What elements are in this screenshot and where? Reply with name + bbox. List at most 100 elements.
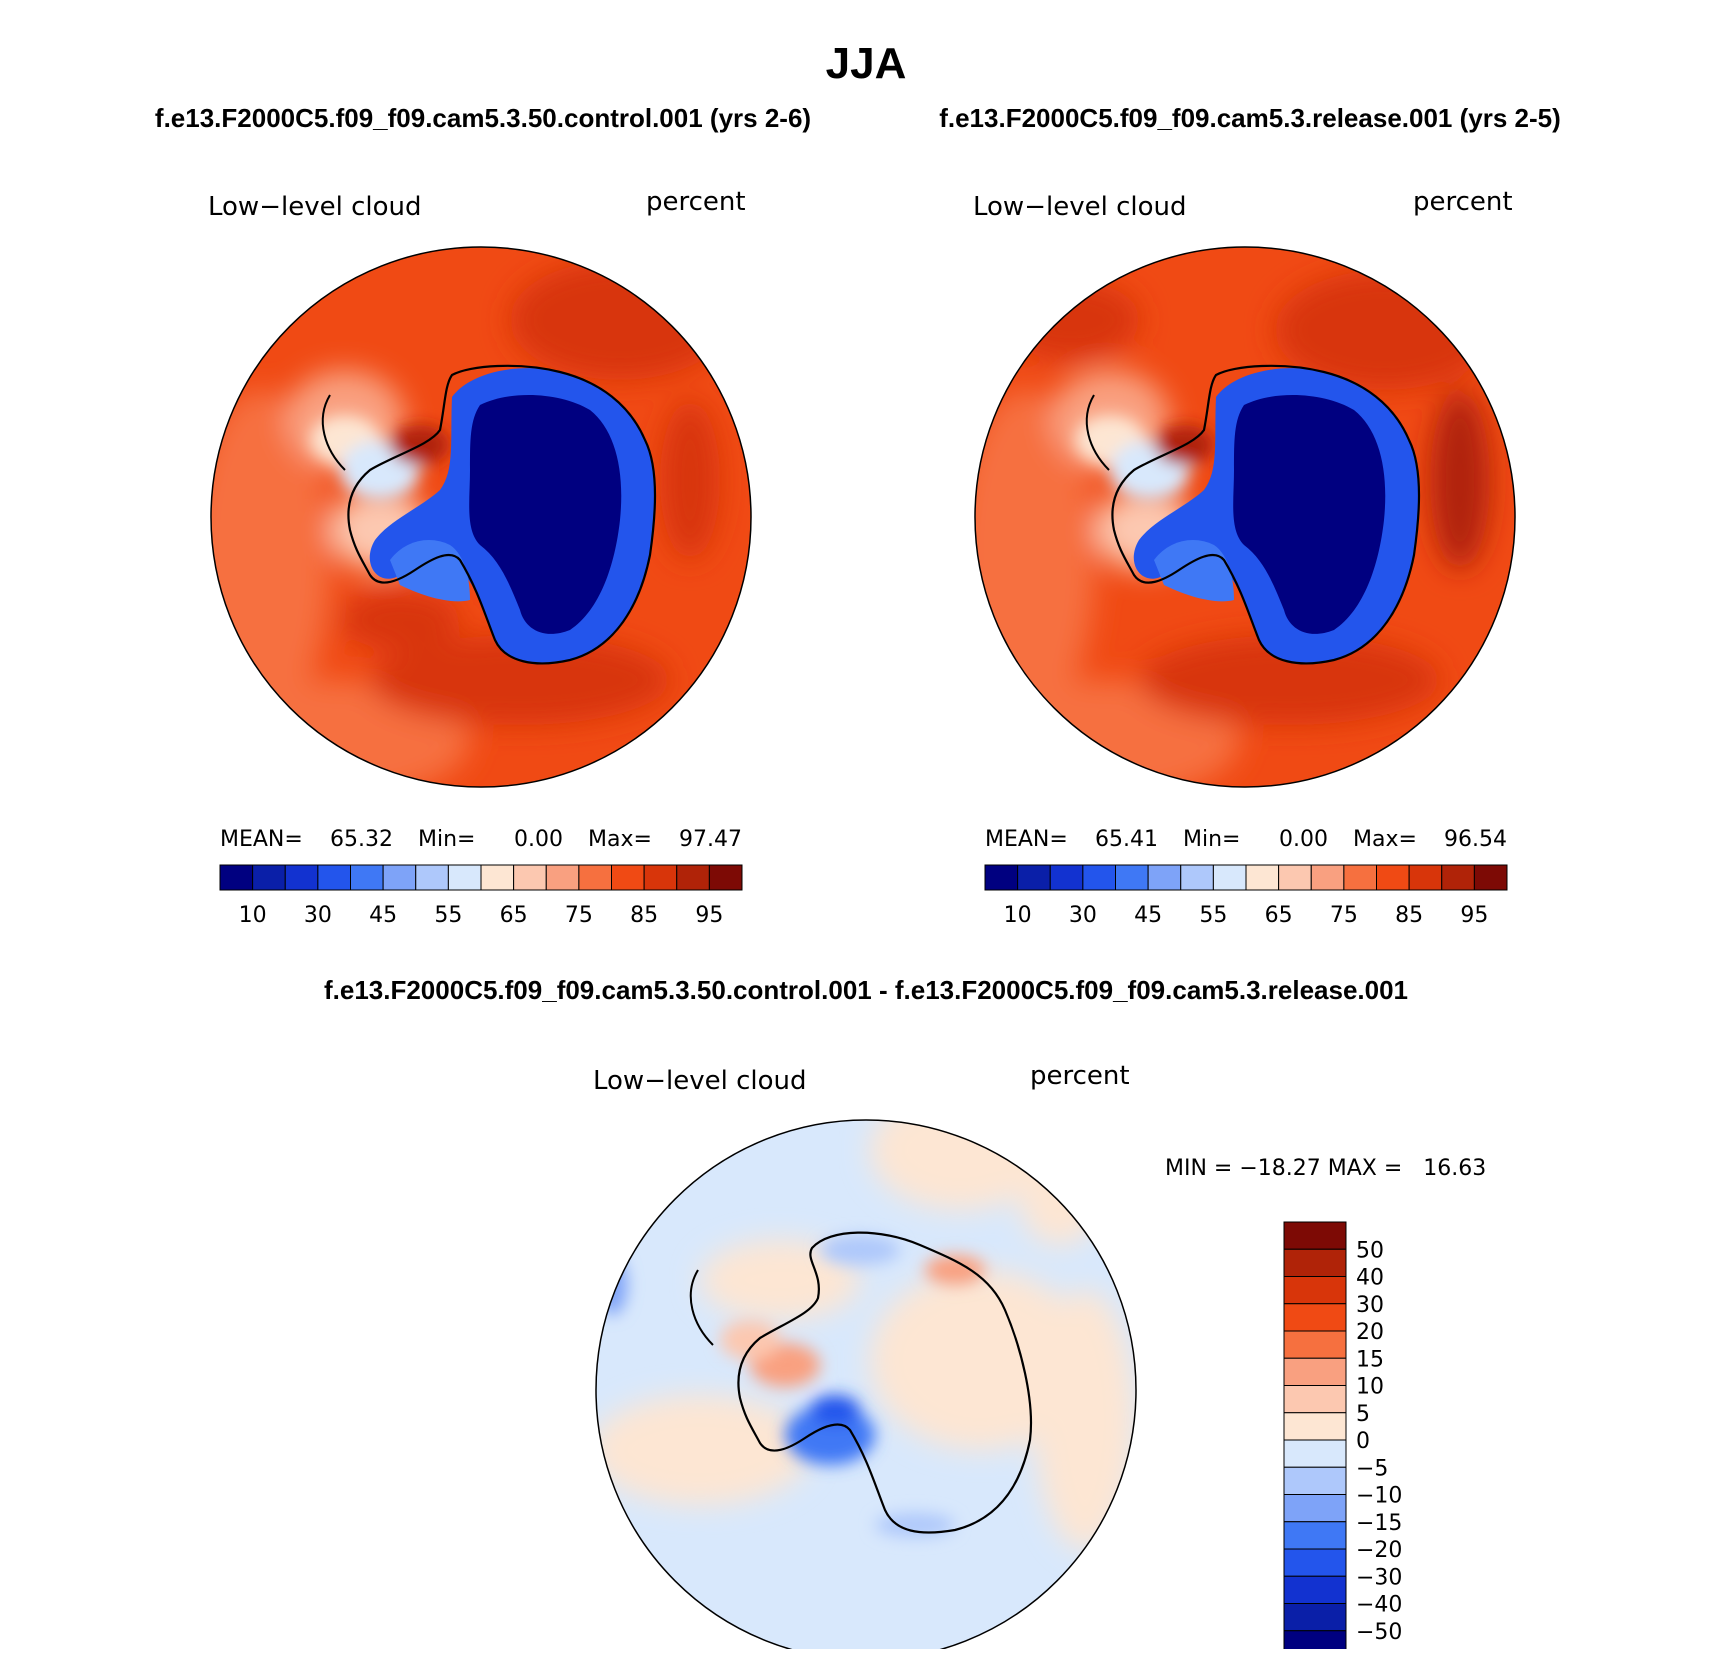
colorbar-release: 10 30 45 55 65 75 85 95 xyxy=(984,864,1508,928)
panel-control: f.e13.F2000C5.f09_f09.cam5.3.50.control.… xyxy=(155,103,811,928)
panel-difference: f.e13.F2000C5.f09_f09.cam5.3.50.control.… xyxy=(324,975,1486,1654)
colorbar-control-swatch xyxy=(447,864,482,891)
colorbar-difference-swatch xyxy=(1283,1412,1347,1441)
colorbar-difference-tick-label: 15 xyxy=(1356,1347,1384,1372)
colorbar-control: 10 30 45 55 65 75 85 95 xyxy=(219,864,743,928)
colorbar-release-swatch xyxy=(1343,864,1377,891)
colorbar-difference-swatch xyxy=(1283,1248,1347,1277)
colorbar-control-swatch xyxy=(708,864,743,891)
panel-control-variable: Low−level cloud xyxy=(208,192,421,222)
control-max-label: Max= xyxy=(588,827,652,852)
colorbar-difference-swatch xyxy=(1283,1276,1347,1305)
colorbar-release-swatch xyxy=(1245,864,1280,891)
colorbar-difference-swatch xyxy=(1283,1603,1347,1632)
colorbar-release-tick-label: 55 xyxy=(1199,903,1227,928)
panel-release: f.e13.F2000C5.f09_f09.cam5.3.release.001… xyxy=(939,103,1561,928)
colorbar-difference-tick-label: 10 xyxy=(1356,1375,1384,1400)
colorbar-control-swatch xyxy=(415,864,449,891)
colorbar-difference-swatch xyxy=(1283,1385,1347,1414)
panel-release-variable: Low−level cloud xyxy=(973,192,1186,222)
control-mean-value: 65.32 xyxy=(330,827,393,852)
colorbar-control-swatch xyxy=(219,864,254,891)
colorbar-difference-swatch xyxy=(1283,1575,1347,1604)
colorbar-difference-tick-label: −40 xyxy=(1356,1593,1402,1618)
colorbar-release-swatch xyxy=(1408,864,1443,891)
colorbar-control-tick-label: 75 xyxy=(565,903,593,928)
colorbar-difference-swatch xyxy=(1283,1303,1347,1332)
colorbar-control-swatch xyxy=(676,864,710,891)
colorbar-difference-swatch xyxy=(1283,1439,1347,1468)
colorbar-release-swatch xyxy=(1180,864,1214,891)
colorbar-control-tick-label: 10 xyxy=(239,903,267,928)
colorbar-difference-swatch xyxy=(1283,1466,1347,1495)
colorbar-control-swatch xyxy=(480,864,515,891)
colorbar-control-tick-label: 45 xyxy=(369,903,397,928)
colorbar-difference-tick-label: 40 xyxy=(1356,1266,1384,1291)
difference-minmax: MIN = −18.27 MAX = 16.63 xyxy=(1165,1156,1486,1181)
colorbar-release-swatch xyxy=(1049,864,1084,891)
colorbar-control-swatch xyxy=(350,864,384,891)
panel-release-units: percent xyxy=(1413,187,1513,217)
colorbar-release-tick-label: 45 xyxy=(1134,903,1162,928)
colorbar-control-swatch xyxy=(284,864,319,891)
colorbar-release-swatch xyxy=(1212,864,1247,891)
colorbar-difference-tick-label: −5 xyxy=(1356,1456,1388,1481)
colorbar-difference-swatch xyxy=(1283,1521,1347,1550)
control-max-value: 97.47 xyxy=(679,827,742,852)
colorbar-difference-tick-label: 0 xyxy=(1356,1429,1370,1454)
colorbar-release-tick-label: 10 xyxy=(1004,903,1032,928)
colorbar-control-tick-label: 30 xyxy=(304,903,332,928)
panel-difference-units: percent xyxy=(1030,1061,1130,1091)
map-control xyxy=(211,247,751,787)
colorbar-control-swatch xyxy=(317,864,351,891)
colorbar-difference-tick-label: −30 xyxy=(1356,1565,1402,1590)
release-max-label: Max= xyxy=(1353,827,1417,852)
panel-control-heading: f.e13.F2000C5.f09_f09.cam5.3.50.control.… xyxy=(155,103,811,133)
release-mean-value: 65.41 xyxy=(1095,827,1158,852)
panel-difference-heading: f.e13.F2000C5.f09_f09.cam5.3.50.control.… xyxy=(324,975,1408,1005)
control-min-value: 0.00 xyxy=(514,827,563,852)
colorbar-release-swatch xyxy=(1473,864,1508,891)
colorbar-difference-swatch xyxy=(1283,1357,1347,1386)
release-min-label: Min= xyxy=(1183,827,1240,852)
colorbar-control-tick-label: 95 xyxy=(695,903,723,928)
colorbar-control-swatch xyxy=(578,864,612,891)
colorbar-release-swatch xyxy=(984,864,1019,891)
colorbar-control-tick-label: 85 xyxy=(630,903,658,928)
colorbar-difference-tick-label: −10 xyxy=(1356,1484,1402,1509)
colorbar-release-swatch xyxy=(1441,864,1475,891)
colorbar-release-tick-label: 75 xyxy=(1330,903,1358,928)
panel-release-heading: f.e13.F2000C5.f09_f09.cam5.3.release.001… xyxy=(939,103,1561,133)
colorbar-release-swatch xyxy=(1115,864,1149,891)
colorbar-control-swatch xyxy=(513,864,547,891)
colorbar-control-swatch xyxy=(545,864,580,891)
colorbar-release-tick-label: 95 xyxy=(1460,903,1488,928)
colorbar-control-swatch xyxy=(252,864,286,891)
colorbar-release-swatch xyxy=(1147,864,1182,891)
map-release xyxy=(975,247,1515,787)
colorbar-release-swatch xyxy=(1278,864,1312,891)
colorbar-difference-swatch xyxy=(1283,1548,1347,1577)
colorbar-control-swatch xyxy=(643,864,678,891)
figure-title: JJA xyxy=(826,39,907,88)
colorbar-difference-swatch xyxy=(1283,1630,1347,1654)
colorbar-difference-tick-label: 50 xyxy=(1356,1238,1384,1263)
colorbar-release-tick-label: 85 xyxy=(1395,903,1423,928)
release-max-value: 96.54 xyxy=(1444,827,1507,852)
colorbar-difference-swatch xyxy=(1283,1494,1347,1523)
colorbar-difference-tick-label: −20 xyxy=(1356,1538,1402,1563)
colorbar-difference-swatch xyxy=(1283,1330,1347,1359)
colorbar-control-swatch xyxy=(611,864,645,891)
colorbar-control-tick-label: 65 xyxy=(500,903,528,928)
colorbar-release-swatch xyxy=(1017,864,1051,891)
map-difference xyxy=(596,1120,1136,1654)
colorbar-control-tick-label: 55 xyxy=(434,903,462,928)
colorbar-release-tick-label: 30 xyxy=(1069,903,1097,928)
colorbar-difference-tick-label: 30 xyxy=(1356,1293,1384,1318)
release-mean-label: MEAN= xyxy=(985,827,1068,852)
colorbar-difference-tick-label: 5 xyxy=(1356,1402,1370,1427)
panel-difference-variable: Low−level cloud xyxy=(593,1066,806,1096)
control-min-label: Min= xyxy=(418,827,475,852)
